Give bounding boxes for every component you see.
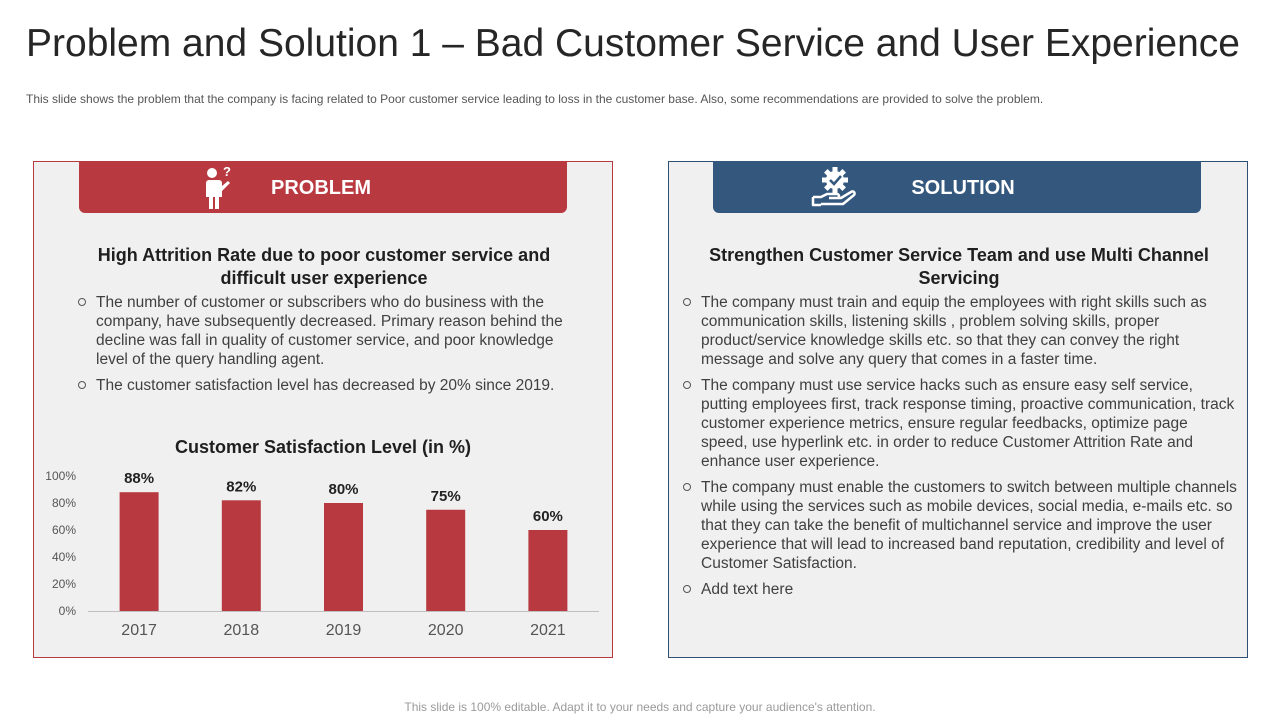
list-item: The company must enable the customers to… [683, 478, 1238, 573]
y-tick-label: 0% [59, 604, 77, 618]
list-item: The number of customer or subscribers wh… [78, 293, 578, 369]
bullet-text: The company must use service hacks such … [701, 377, 1235, 470]
bar-data-label: 88% [124, 470, 154, 487]
slide-footer: This slide is 100% editable. Adapt it to… [404, 700, 876, 714]
bar [221, 500, 261, 611]
chart-title: Customer Satisfaction Level (in %) [174, 437, 472, 457]
y-tick-label: 20% [52, 577, 76, 591]
y-tick-label: 60% [52, 523, 76, 537]
solution-panel: SOLUTION Strengthen Customer Service Tea… [668, 161, 1248, 658]
solution-heading: Strengthen Customer Service Team and use… [709, 245, 1209, 288]
x-tick-label: 2018 [224, 622, 260, 639]
bullet-circle-icon [78, 298, 86, 306]
bullet-text: The customer satisfaction level has decr… [96, 377, 555, 394]
bar-data-label: 60% [533, 508, 563, 525]
bar [324, 503, 363, 611]
problem-header: ? PROBLEM [79, 161, 567, 213]
bullet-text: The company must enable the customers to… [701, 479, 1237, 572]
bar [528, 530, 568, 611]
bar-data-label: 82% [226, 478, 256, 495]
y-tick-label: 100% [45, 469, 76, 483]
bullet-text: Add text here [701, 581, 794, 598]
bullet-text: The number of customer or subscribers wh… [96, 294, 563, 368]
x-tick-label: 2020 [428, 622, 464, 639]
bar [426, 509, 466, 611]
list-item: The company must train and equip the emp… [683, 293, 1238, 369]
x-tick-label: 2017 [121, 622, 157, 639]
list-item: The customer satisfaction level has decr… [78, 376, 578, 395]
solution-bullet-list: The company must train and equip the emp… [683, 293, 1238, 606]
bullet-circle-icon [78, 381, 86, 389]
x-tick-label: 2021 [530, 622, 566, 639]
bar [119, 492, 159, 611]
bullet-circle-icon [683, 585, 691, 593]
bullet-text: The company must train and equip the emp… [701, 294, 1207, 368]
bullet-circle-icon [683, 381, 691, 389]
problem-heading: High Attrition Rate due to poor customer… [97, 245, 551, 288]
y-tick-label: 80% [52, 496, 76, 510]
bullet-circle-icon [683, 483, 691, 491]
x-tick-label: 2019 [326, 622, 362, 639]
svg-text:?: ? [223, 165, 231, 179]
satisfaction-bar-chart: 0% 20% 40% 60% 80% 100% 88% 2017 82% 2018 80% 2019 7… [45, 469, 599, 639]
gear-in-hand-icon [809, 165, 859, 217]
bar-data-label: 80% [328, 481, 358, 498]
problem-bullet-list: The number of customer or subscribers wh… [78, 293, 578, 402]
slide-title: Problem and Solution 1 – Bad Customer Se… [26, 22, 1240, 65]
solution-header-label: SOLUTION [911, 177, 1015, 199]
bullet-circle-icon [683, 298, 691, 306]
list-item: Add text here [683, 580, 1238, 599]
bar-data-label: 75% [431, 488, 461, 505]
problem-panel: ? PROBLEM High Attrition Rate due to poo… [33, 161, 613, 658]
y-tick-label: 40% [52, 550, 76, 564]
solution-header: SOLUTION [713, 161, 1201, 213]
problem-header-label: PROBLEM [271, 177, 371, 199]
slide-subtitle: This slide shows the problem that the co… [26, 92, 1044, 106]
list-item: The company must use service hacks such … [683, 376, 1238, 471]
confused-person-icon: ? [199, 164, 239, 217]
